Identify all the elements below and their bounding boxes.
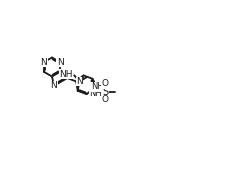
Text: N: N xyxy=(51,81,57,90)
Text: O: O xyxy=(102,95,109,104)
Text: NH: NH xyxy=(89,88,102,98)
Text: N: N xyxy=(76,77,83,86)
Text: O: O xyxy=(102,79,109,88)
Text: S: S xyxy=(102,87,108,97)
Text: N: N xyxy=(57,58,64,67)
Text: N: N xyxy=(40,58,47,67)
Text: NH: NH xyxy=(59,70,73,79)
Text: NH: NH xyxy=(91,82,104,91)
